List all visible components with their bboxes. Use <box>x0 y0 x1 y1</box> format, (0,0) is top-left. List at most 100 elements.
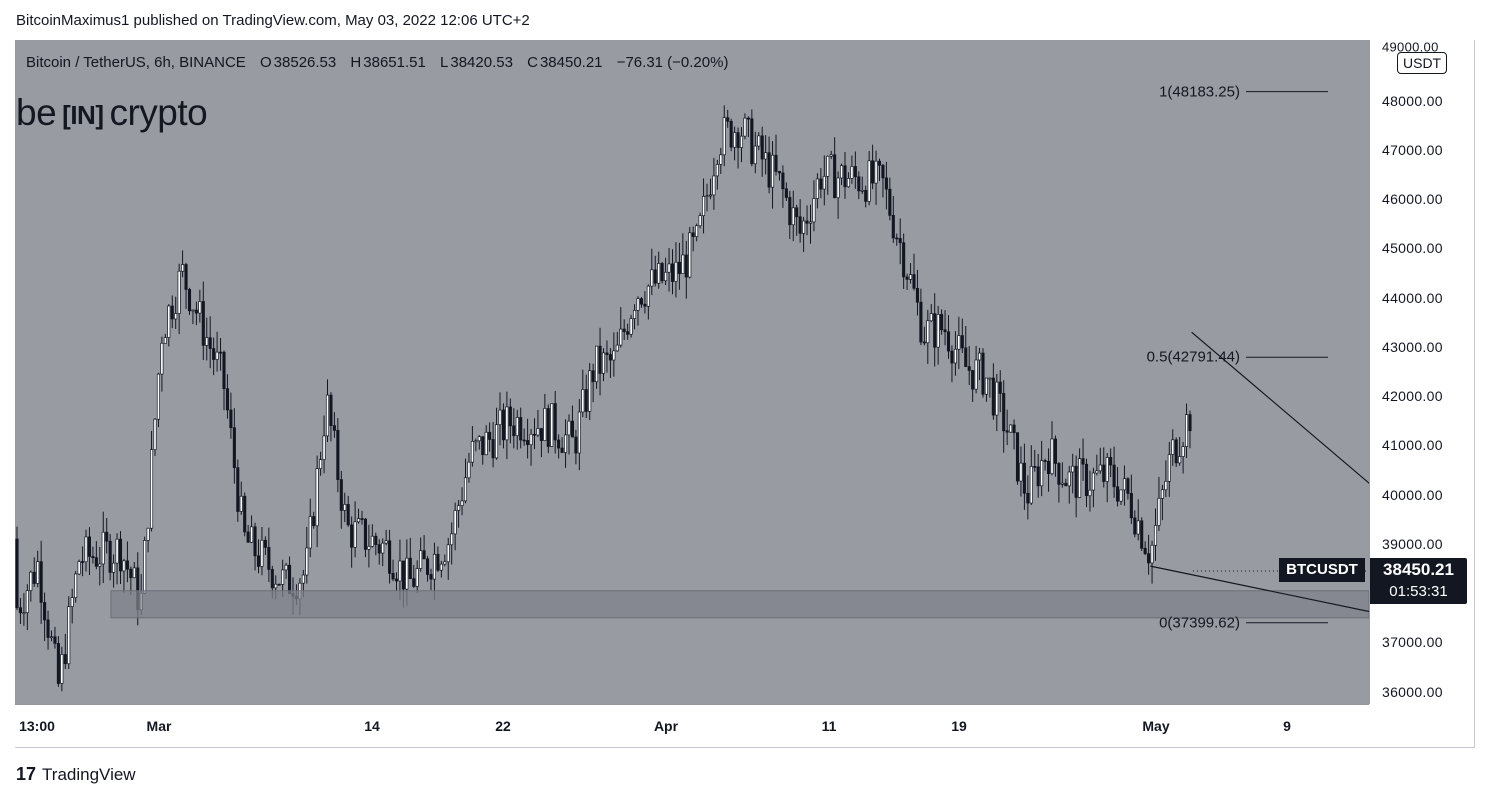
candle-down <box>998 381 1002 394</box>
candle-up <box>536 428 540 436</box>
candle-up <box>646 285 650 307</box>
brand-name: TradingView <box>42 765 136 784</box>
candle-up <box>860 189 864 192</box>
candle-up <box>143 540 147 594</box>
candle-down <box>798 216 802 234</box>
candle-up <box>701 195 706 217</box>
candle-down <box>56 643 60 684</box>
time-tick-label: 19 <box>951 718 967 734</box>
price-tick-label: 48000.00 <box>1382 92 1443 109</box>
candle-down <box>329 394 333 426</box>
candle-down <box>363 518 368 550</box>
watermark-left: be <box>16 92 57 133</box>
candle-down <box>312 516 316 527</box>
candle-down <box>184 264 188 290</box>
candle-up <box>739 135 744 148</box>
candle-up <box>250 526 254 543</box>
time-axis[interactable] <box>15 704 1369 747</box>
fib-label: 0(37399.62) <box>1159 614 1240 632</box>
candle-up <box>215 351 219 360</box>
candle-up <box>198 301 202 314</box>
candle-down <box>374 535 378 545</box>
candle-up <box>405 557 409 590</box>
candle-down <box>39 561 43 603</box>
candle-down <box>91 556 95 558</box>
candle-up <box>846 178 851 188</box>
candle-up <box>308 516 312 549</box>
candle-down <box>332 425 336 431</box>
candle-down <box>526 440 530 446</box>
candle-up <box>98 563 102 567</box>
time-tick-label: 11 <box>821 718 837 734</box>
symbol-price-tag: BTCUSDT <box>1279 558 1365 582</box>
candle-down <box>591 370 595 383</box>
candle-down <box>1133 517 1137 535</box>
candle-up <box>629 318 633 335</box>
candle-up <box>343 504 347 511</box>
candle-up <box>498 409 502 426</box>
candle-down <box>857 176 861 192</box>
candle-up <box>1171 439 1175 455</box>
candle-down <box>1005 430 1009 433</box>
price-tick-label: 36000.00 <box>1382 683 1443 700</box>
candle-down <box>522 439 526 442</box>
candle-up <box>708 194 713 197</box>
candle-up <box>367 546 371 550</box>
candle-up <box>381 542 385 554</box>
candle-down <box>1126 478 1130 494</box>
candle-down <box>639 298 644 305</box>
candle-up <box>850 166 854 179</box>
candle-up <box>929 313 933 322</box>
candle-up <box>543 408 547 441</box>
candle-up <box>1160 489 1164 499</box>
candle-down <box>991 377 995 416</box>
candle-down <box>881 164 885 179</box>
candle-up <box>1029 466 1033 504</box>
candle-up <box>1164 480 1168 491</box>
candle-down <box>626 331 630 335</box>
candle-up <box>601 352 606 374</box>
candle-up <box>674 261 678 282</box>
candle-down <box>32 571 36 584</box>
candle-down <box>1147 553 1151 564</box>
candle-up <box>712 175 716 196</box>
candle-down <box>1022 462 1026 494</box>
price-tick-label: 47000.00 <box>1382 141 1443 158</box>
candle-down <box>267 547 271 570</box>
candle-down <box>46 619 50 638</box>
candle-down <box>512 425 516 437</box>
tag-countdown: 01:53:31 <box>1389 583 1448 600</box>
candle-up <box>84 536 88 563</box>
candle-up <box>191 309 195 312</box>
candle-up <box>22 612 26 615</box>
candle-up <box>477 436 481 442</box>
candlestick-chart[interactable] <box>15 40 1369 704</box>
candle-down <box>864 189 868 202</box>
tradingview-brand[interactable]: 17 TradingView <box>16 764 136 785</box>
close-value: 38450.21 <box>539 54 603 71</box>
candle-up <box>984 377 989 395</box>
candle-down <box>760 135 764 160</box>
candle-down <box>905 276 909 280</box>
candle-up <box>484 431 488 456</box>
candle-up <box>67 606 71 665</box>
currency-badge[interactable]: USDT <box>1397 52 1448 74</box>
candle-down <box>412 578 416 587</box>
candle-up <box>1067 471 1071 487</box>
candle-down <box>946 331 951 352</box>
candle-down <box>653 269 657 284</box>
candle-down <box>187 289 192 312</box>
candle-up <box>719 154 723 165</box>
candle-down <box>767 152 771 188</box>
candle-down <box>902 242 906 278</box>
candle-up <box>460 500 464 506</box>
watermark-in-mark: [IN] <box>62 99 104 130</box>
candle-up <box>463 477 468 502</box>
candle-up <box>1157 497 1161 526</box>
candle-down <box>288 564 292 594</box>
price-axis[interactable] <box>1369 40 1474 704</box>
candle-up <box>715 164 719 177</box>
candle-up <box>1181 446 1185 457</box>
candle-down <box>491 439 495 459</box>
candle-up <box>563 434 568 453</box>
